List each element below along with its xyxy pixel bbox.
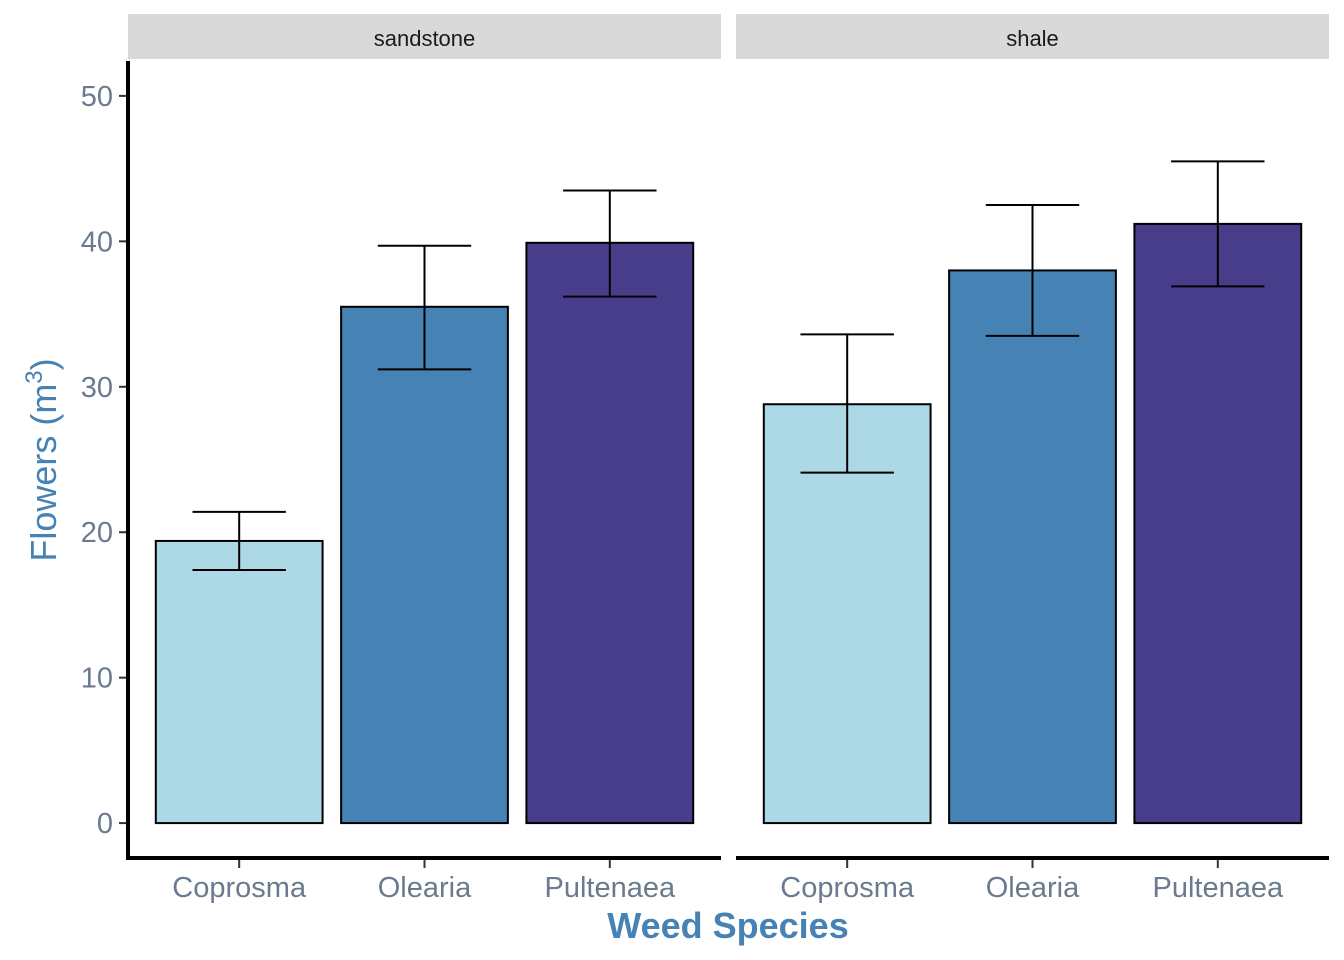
strip-sandstone <box>128 14 721 59</box>
y-axis: 0 10 20 30 40 50 <box>81 81 128 840</box>
x-tick-label-shale-olearia: Olearia <box>986 872 1080 904</box>
bar-sandstone-coprosma <box>154 539 324 825</box>
y-tick-label-10: 10 <box>81 663 113 695</box>
y-axis-title-main: Flowers (m <box>23 384 64 562</box>
error-bar-sandstone-coprosma <box>192 510 286 572</box>
chart-marks <box>154 160 1303 825</box>
y-axis-title-suffix: ) <box>23 358 64 370</box>
x-axis-title: Weed Species <box>607 905 848 946</box>
y-axis-title: Flowers (m3) <box>21 358 64 561</box>
bar-shale-coprosma <box>762 403 932 825</box>
error-bar-shale-pultenaea <box>1171 160 1265 288</box>
x-tick-label-shale-coprosma: Coprosma <box>780 872 915 904</box>
strip-shale <box>736 14 1329 59</box>
error-bar-shale-olearia <box>985 203 1080 337</box>
error-bar-shale-coprosma <box>800 333 894 474</box>
error-bar-sandstone-olearia <box>377 244 472 371</box>
y-axis-title-superscript: 3 <box>21 370 48 383</box>
y-tick-label-0: 0 <box>97 808 113 840</box>
strip-label-sandstone: sandstone <box>374 26 476 51</box>
bar-sandstone-olearia <box>340 305 509 825</box>
x-tick-label-sandstone-coprosma: Coprosma <box>172 872 307 904</box>
y-tick-label-50: 50 <box>81 81 113 113</box>
y-tick-label-20: 20 <box>81 517 113 549</box>
x-tick-label-sandstone-pultenaea: Pultenaea <box>545 872 676 904</box>
bar-sandstone-pultenaea <box>525 241 695 825</box>
x-axis: Coprosma Olearia Pultenaea Coprosma Olearia P… <box>172 860 1284 904</box>
y-tick-label-30: 30 <box>81 372 113 404</box>
x-tick-label-shale-pultenaea: Pultenaea <box>1153 872 1284 904</box>
y-tick-label-40: 40 <box>81 226 113 258</box>
error-bar-sandstone-pultenaea <box>563 189 657 298</box>
strip-label-shale: shale <box>1006 26 1059 51</box>
x-tick-label-sandstone-olearia: Olearia <box>378 872 472 904</box>
bar-shale-pultenaea <box>1133 222 1303 825</box>
bar-shale-olearia <box>948 269 1117 825</box>
